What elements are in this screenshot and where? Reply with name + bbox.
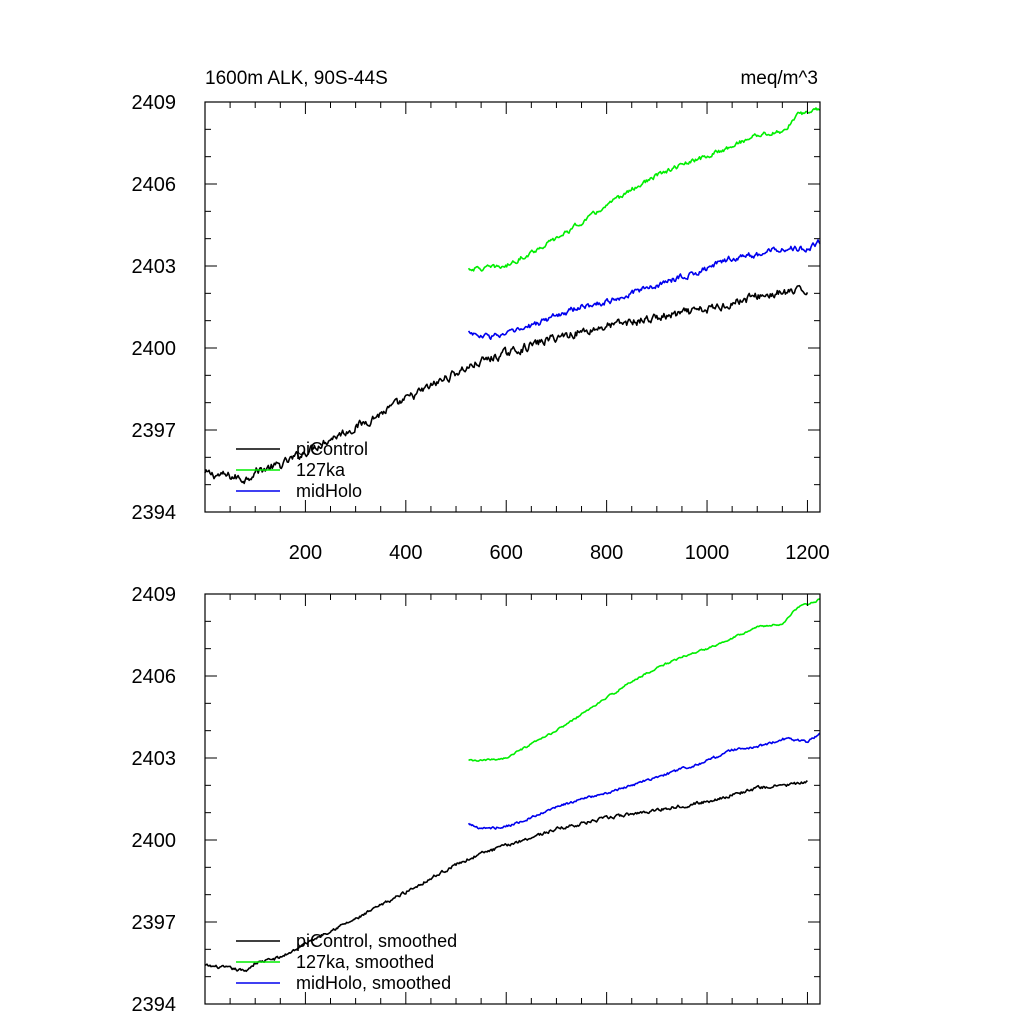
x-tick-label: 600 [490, 542, 523, 564]
y-tick-label: 2403 [132, 748, 177, 770]
plot-frame [204, 593, 821, 1005]
y-tick-label: 2406 [132, 666, 177, 688]
y-tick-label: 2400 [132, 830, 177, 852]
series-line-picontrol-smoothed [204, 780, 808, 973]
y-tick-label: 2394 [132, 994, 177, 1016]
x-tick-label: 800 [590, 542, 623, 564]
x-tick-label: 1000 [685, 542, 730, 564]
x-tick-label: 1200 [785, 542, 830, 564]
y-tick-label: 2397 [132, 912, 177, 934]
series-line-127ka-smoothed [468, 597, 821, 762]
y-tick-label: 2394 [132, 502, 177, 524]
chart-title: 1600m ALK, 90S-44S [205, 68, 388, 89]
series-line-picontrol [204, 284, 809, 485]
legend-label: piControl, smoothed [296, 931, 457, 951]
plot-frame [204, 101, 821, 513]
y-tick-label: 2409 [132, 92, 177, 114]
x-tick-label: 400 [389, 542, 422, 564]
chart-panel-2: 2394 2397 2400 2403 2406 2409 piControl, smoot… [132, 584, 821, 1016]
legend-label: piControl [296, 439, 368, 459]
y-tick-label: 2409 [132, 584, 177, 606]
legend-label: 127ka [296, 460, 346, 480]
series-line-midholo [467, 239, 821, 340]
legend-label: midHolo, smoothed [296, 973, 451, 993]
series-line-127ka [467, 107, 821, 272]
x-tick-label: 200 [289, 542, 322, 564]
series-line-midholo-smoothed [467, 732, 821, 830]
legend-label: midHolo [296, 481, 362, 501]
y-tick-label: 2397 [132, 420, 177, 442]
y-tick-label: 2400 [132, 338, 177, 360]
y-tick-label: 2403 [132, 256, 177, 278]
legend-label: 127ka, smoothed [296, 952, 434, 972]
chart-panel-1: 2394 2397 2400 2403 2406 2409 200 400 600 800 1000… [132, 68, 830, 564]
units-label: meq/m^3 [740, 68, 818, 89]
y-tick-label: 2406 [132, 174, 177, 196]
